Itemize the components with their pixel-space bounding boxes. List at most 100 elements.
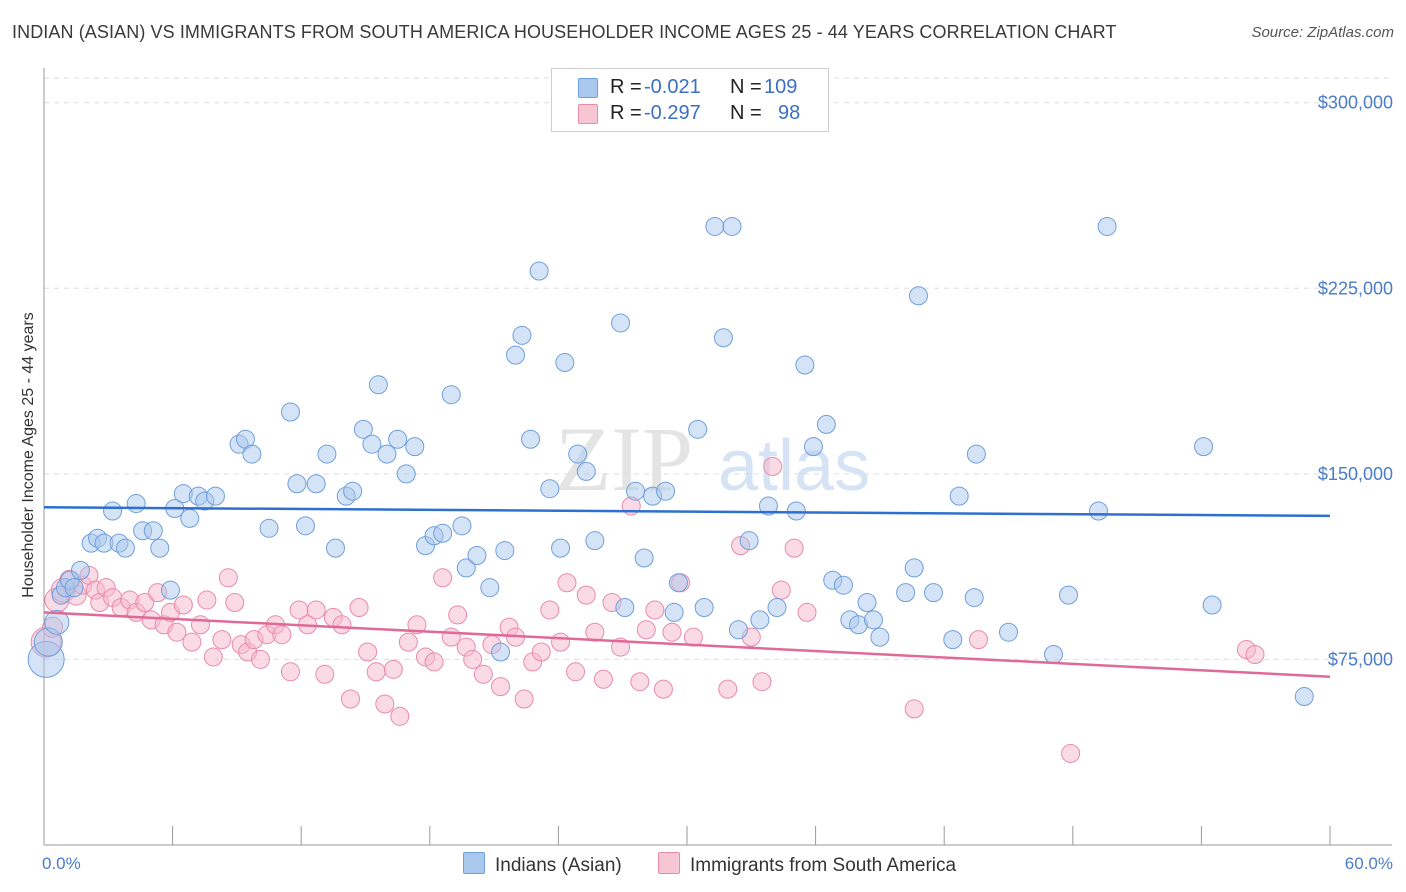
- point-immigrants: [473, 664, 493, 684]
- point-indians: [126, 494, 146, 514]
- point-immigrants: [225, 593, 245, 613]
- point-immigrants: [752, 672, 772, 692]
- grid-lines: [44, 77, 1392, 660]
- point-indians: [816, 414, 836, 434]
- point-immigrants: [797, 602, 817, 622]
- axes: [43, 68, 1392, 846]
- x-tick-label: 60.0%: [1345, 854, 1393, 873]
- point-indians: [115, 538, 135, 558]
- point-indians: [353, 419, 373, 439]
- point-indians: [388, 429, 408, 449]
- point-immigrants: [968, 630, 988, 650]
- point-indians: [767, 597, 787, 617]
- point-indians: [739, 531, 759, 551]
- point-indians: [1059, 585, 1079, 605]
- y-tick-label: $225,000: [1318, 278, 1393, 298]
- point-immigrants: [424, 652, 444, 672]
- point-immigrants: [771, 580, 791, 600]
- point-immigrants: [190, 615, 210, 635]
- point-immigrants: [514, 689, 534, 709]
- point-immigrants: [463, 649, 483, 669]
- point-immigrants: [763, 456, 783, 476]
- legend-n-label: N =: [730, 76, 762, 98]
- point-indians: [150, 538, 170, 558]
- point-immigrants: [315, 664, 335, 684]
- point-immigrants: [390, 706, 410, 726]
- y-tick-label: $150,000: [1318, 464, 1393, 484]
- point-immigrants: [630, 672, 650, 692]
- bottom-legend-immigrants: Immigrants from South America: [658, 852, 956, 877]
- point-indians: [1097, 216, 1117, 236]
- point-immigrants: [366, 662, 386, 682]
- point-indians: [103, 501, 123, 521]
- point-indians: [317, 444, 337, 464]
- point-indians: [585, 531, 605, 551]
- point-indians: [896, 583, 916, 603]
- point-indians: [656, 481, 676, 501]
- point-indians: [664, 602, 684, 622]
- point-indians: [512, 325, 532, 345]
- point-indians: [521, 429, 541, 449]
- point-indians: [904, 558, 924, 578]
- point-indians: [306, 474, 326, 494]
- point-indians: [441, 385, 461, 405]
- point-immigrants: [212, 630, 232, 650]
- point-immigrants: [173, 595, 193, 615]
- point-indians: [480, 578, 500, 598]
- source-label: Source: ZipAtlas.com: [1251, 24, 1394, 41]
- point-indians: [44, 609, 70, 635]
- point-indians: [452, 516, 472, 536]
- point-immigrants: [1061, 743, 1081, 763]
- legend-r-label: R =: [610, 76, 642, 98]
- point-immigrants: [135, 593, 155, 613]
- point-immigrants: [398, 632, 418, 652]
- point-indians: [64, 578, 84, 598]
- point-indians: [551, 538, 571, 558]
- point-immigrants: [653, 679, 673, 699]
- point-indians: [325, 538, 345, 558]
- point-immigrants: [491, 677, 511, 697]
- point-immigrants: [904, 699, 924, 719]
- point-indians: [433, 523, 453, 543]
- point-immigrants: [557, 573, 577, 593]
- point-immigrants: [531, 642, 551, 662]
- series-indians-points: [27, 216, 1314, 707]
- point-immigrants: [683, 627, 703, 647]
- point-indians: [160, 580, 180, 600]
- point-immigrants: [280, 662, 300, 682]
- point-indians: [705, 216, 725, 236]
- point-immigrants: [349, 597, 369, 617]
- point-indians: [803, 437, 823, 457]
- legend-n-value: 98: [778, 102, 801, 124]
- point-indians: [576, 461, 596, 481]
- legend-r-value: -0.021: [644, 76, 701, 98]
- point-immigrants: [551, 632, 571, 652]
- point-indians: [143, 521, 163, 541]
- point-immigrants: [218, 568, 238, 588]
- y-tick-label: $75,000: [1328, 649, 1393, 669]
- point-indians: [1089, 501, 1109, 521]
- point-indians: [529, 261, 549, 281]
- point-indians: [362, 434, 382, 454]
- point-indians: [1194, 437, 1214, 457]
- point-indians: [495, 541, 515, 561]
- point-indians: [405, 437, 425, 457]
- point-indians: [758, 496, 778, 516]
- point-indians: [668, 573, 688, 593]
- point-indians: [949, 486, 969, 506]
- point-immigrants: [182, 632, 202, 652]
- point-indians: [999, 622, 1018, 642]
- point-indians: [377, 444, 397, 464]
- point-indians: [180, 508, 200, 528]
- point-indians: [713, 328, 733, 348]
- point-indians: [964, 588, 984, 608]
- legend-swatch-blue: [578, 78, 598, 98]
- point-immigrants: [375, 694, 395, 714]
- point-indians: [722, 216, 742, 236]
- point-immigrants: [662, 622, 682, 642]
- point-immigrants: [433, 568, 453, 588]
- point-immigrants: [197, 590, 217, 610]
- point-indians: [70, 560, 90, 580]
- point-immigrants: [203, 647, 223, 667]
- trend-line-indians: [43, 506, 1331, 518]
